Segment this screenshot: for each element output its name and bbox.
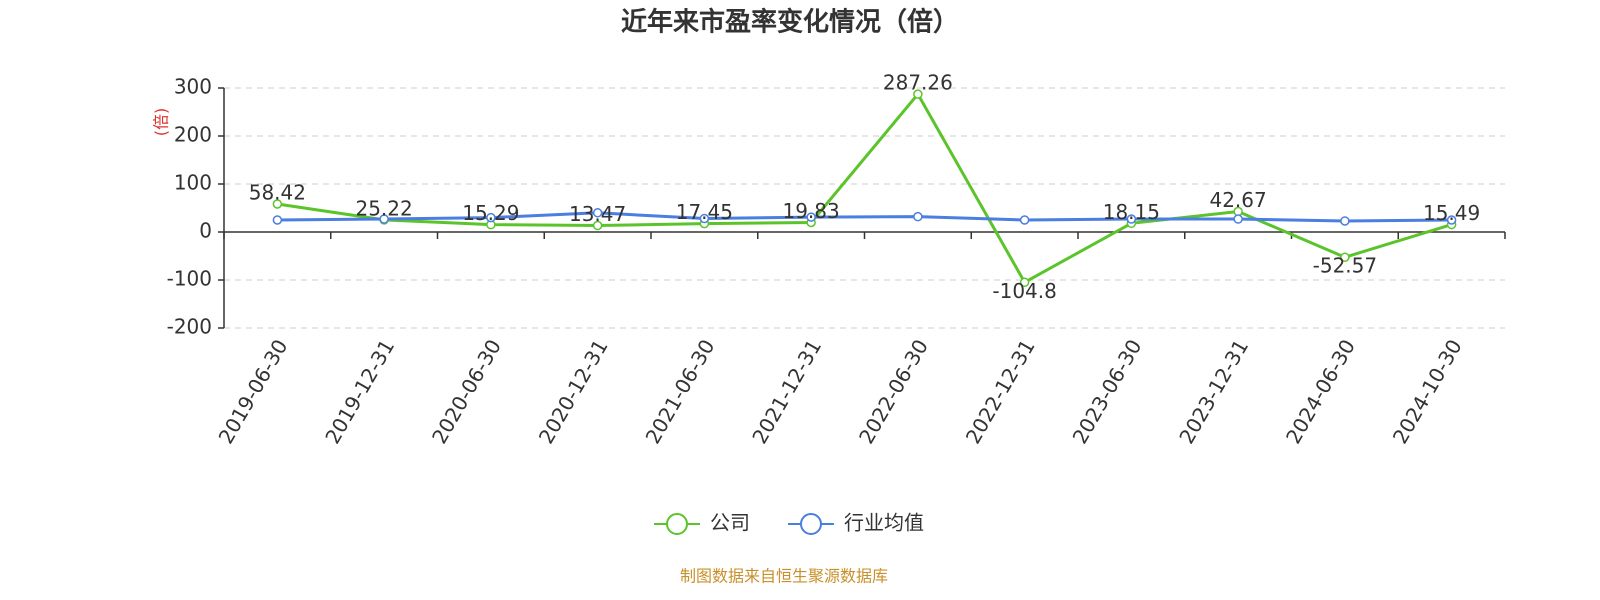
x-tick-label: 2020-06-30 (427, 335, 506, 448)
data-label: 19.83 (782, 199, 839, 223)
data-label: 15.49 (1423, 201, 1480, 225)
data-label: 25.22 (355, 196, 412, 220)
data-point (379, 214, 389, 224)
series-line (277, 91, 1453, 285)
y-tick-label: 0 (199, 219, 212, 243)
x-tick-label: 2022-06-30 (854, 335, 933, 448)
y-tick-label: -100 (167, 267, 212, 291)
data-point (592, 208, 603, 218)
data-point (272, 215, 283, 225)
data-point (1340, 252, 1350, 262)
legend-marker (800, 513, 822, 535)
y-tick-label: -200 (167, 315, 212, 339)
x-tick-label: 2020-12-31 (534, 335, 613, 448)
data-point (913, 211, 923, 222)
legend-item: 公司 (654, 511, 750, 535)
source-note: 制图数据来自恒生聚源数据库 (680, 567, 888, 586)
data-point (1446, 215, 1457, 225)
y-tick-label: 200 (174, 123, 212, 147)
x-tick-label: 2019-06-30 (214, 335, 293, 448)
x-tick-label: 2024-10-30 (1388, 335, 1467, 448)
y-tick-label: 100 (174, 171, 212, 195)
data-label: -104.8 (992, 279, 1056, 303)
y-axis-label: (倍) (152, 108, 171, 137)
x-tick-label: 2023-06-30 (1068, 335, 1147, 448)
data-label: 15.29 (462, 201, 519, 225)
legend-label: 行业均值 (844, 511, 924, 535)
x-tick-label: 2024-06-30 (1281, 335, 1360, 448)
data-point (1019, 215, 1030, 225)
legend-label: 公司 (710, 511, 750, 535)
series-line (277, 211, 1452, 223)
data-point (913, 89, 923, 99)
data-label: 287.26 (883, 71, 953, 95)
x-tick-label: 2023-12-31 (1174, 335, 1253, 448)
data-point (699, 213, 710, 224)
x-tick-label: 2021-12-31 (747, 335, 826, 448)
x-tick-label: 2019-12-31 (320, 335, 399, 448)
chart-title: 近年来市盈率变化情况（倍） (621, 7, 959, 38)
data-point (1019, 277, 1030, 288)
y-tick-label: 300 (174, 75, 212, 99)
data-point (1233, 214, 1243, 224)
data-label: -52.57 (1313, 254, 1377, 278)
x-tick-label: 2021-06-30 (641, 335, 720, 448)
data-point (1126, 214, 1137, 224)
legend-marker (666, 513, 688, 535)
data-label: 58.42 (249, 180, 306, 204)
data-label: 13.47 (569, 202, 626, 226)
x-tick-label: 2022-12-31 (961, 335, 1040, 448)
data-point (272, 199, 283, 209)
data-point (592, 220, 603, 231)
data-point (1340, 216, 1350, 226)
data-label: 18.15 (1103, 200, 1160, 224)
legend-item: 行业均值 (788, 511, 924, 535)
data-label: 17.45 (676, 200, 733, 224)
data-point (486, 212, 496, 223)
data-point (806, 212, 816, 222)
data-label: 42.67 (1209, 188, 1266, 212)
